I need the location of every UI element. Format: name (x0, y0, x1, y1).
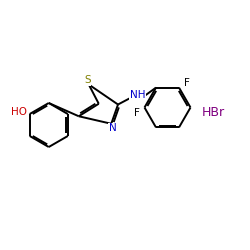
Text: N: N (108, 123, 116, 133)
Text: HO: HO (11, 107, 27, 117)
Text: S: S (84, 75, 91, 85)
Text: HBr: HBr (202, 106, 225, 119)
Text: F: F (184, 78, 190, 88)
Text: F: F (134, 108, 140, 118)
Text: NH: NH (130, 90, 145, 101)
